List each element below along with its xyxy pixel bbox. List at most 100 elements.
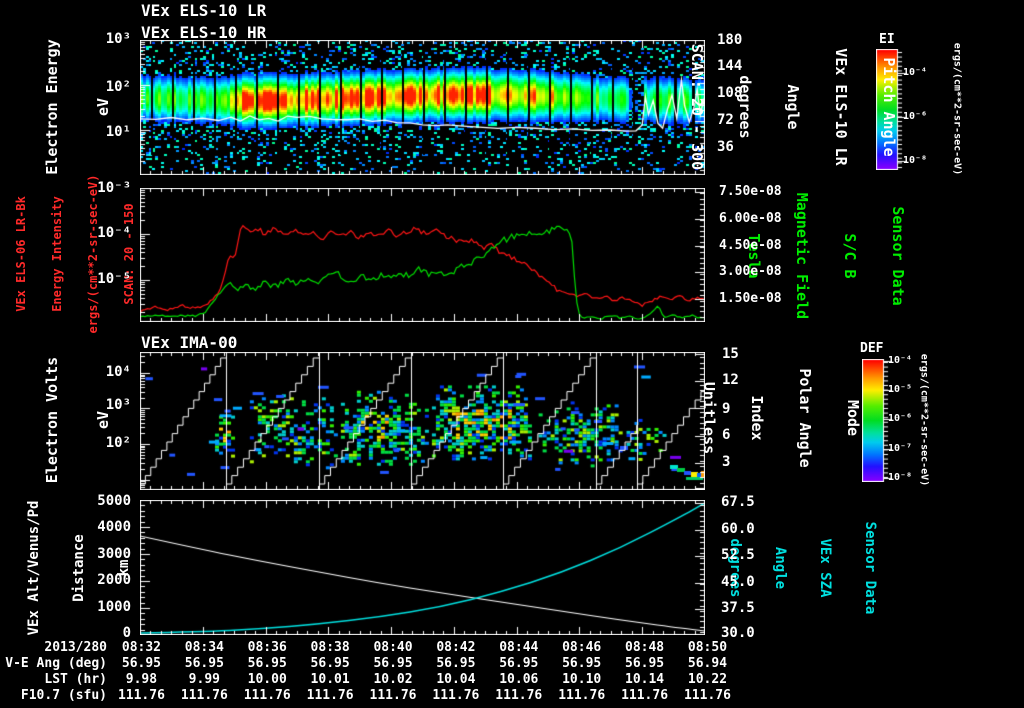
intensity-bfield-canvas <box>140 188 705 322</box>
panel2-left-label-line: ergs/(cm**2-sr-sec-eV) <box>86 174 100 334</box>
axis-tick-label: 10⁻⁶ <box>903 111 928 122</box>
panel2-left-label-line: VEx ELS-06 LR-Bk <box>14 196 28 312</box>
lst-value: 10.02 <box>373 672 413 687</box>
f107-row: 111.76 111.76 111.76 111.76 111.76 111.76 111.… <box>110 689 739 702</box>
ei-colorbar-title: EI <box>879 32 895 47</box>
panel1-title-lr: VEx ELS-10 LR <box>141 1 267 20</box>
axis-tick-label: 10⁴ <box>105 364 131 380</box>
panel2-right-label-line: Magnetic Field <box>793 192 811 320</box>
f107-value: 111.76 <box>683 688 731 703</box>
lst-value: 10.04 <box>436 672 476 687</box>
lst-value: 9.98 <box>125 672 158 687</box>
axis-tick-label: 10² <box>105 435 131 451</box>
panel3-right-label: Mode Polar Angle Index Unitless <box>669 368 893 467</box>
axis-tick-label: 6 <box>722 427 731 443</box>
axis-tick-label: 10⁻⁴ <box>903 67 928 78</box>
axis-tick-label: 10⁻⁴ <box>888 355 913 366</box>
axis-tick-label: 10⁻⁴ <box>97 225 131 241</box>
time-label: 08:36 <box>247 640 287 655</box>
axis-tick-label: 45.0 <box>721 574 755 590</box>
panel1-right-label-line: SCAN: 20 - 300 <box>688 43 706 171</box>
f107-value: 111.76 <box>243 688 291 703</box>
ve-ang-value: 56.94 <box>687 656 728 671</box>
panel4-right-label-line: Sensor Data <box>862 521 878 615</box>
ve-ang-value: 56.95 <box>121 656 162 671</box>
ve-ang-row: 56.95 56.95 56.95 56.95 56.95 56.95 56.95 56.95… <box>110 657 739 670</box>
axis-tick-label: 10¹ <box>105 124 131 140</box>
axis-tick-label: 108 <box>717 85 743 101</box>
ei-colorbar-units: ergs/(cm**2-sr-sec-eV) <box>951 42 963 176</box>
axis-tick-label: 9 <box>722 401 731 417</box>
f107-value: 111.76 <box>495 688 543 703</box>
ve-ang-value: 56.95 <box>247 656 287 671</box>
f107-row-header: F10.7 (sfu) <box>20 688 107 703</box>
ve-ang-value: 56.95 <box>373 656 413 671</box>
panel2-left-label-line: SCAN: 20 - 150 <box>122 203 136 305</box>
axis-tick-label: 15 <box>722 346 739 362</box>
panel4-right-label-line: VEx SZA <box>817 538 833 598</box>
axis-tick-label: 10⁻⁷ <box>888 443 913 454</box>
time-label: 08:32 <box>121 640 162 655</box>
date-row-header: 2013/280 <box>44 640 107 655</box>
panel3-right-label-line: Mode <box>844 399 862 437</box>
axis-tick-label: 3 <box>722 454 731 470</box>
altitude-sza-canvas <box>140 500 705 635</box>
axis-tick-label: 3000 <box>97 546 131 562</box>
f107-value: 111.76 <box>558 688 606 703</box>
axis-tick-label: 10⁻⁵ <box>888 384 913 395</box>
axis-tick-label: 7.50e-08 <box>719 184 782 199</box>
ve-ang-value: 56.95 <box>436 656 476 671</box>
panel2-left-label-line: Energy Intensity <box>50 196 64 312</box>
f107-value: 111.76 <box>369 688 417 703</box>
axis-tick-label: 12 <box>722 372 739 388</box>
axis-tick-label: 10⁻⁵ <box>97 271 131 287</box>
ve-ang-value: 56.95 <box>625 656 665 671</box>
lst-value: 10.00 <box>247 672 287 687</box>
axis-tick-label: 180 <box>717 32 743 48</box>
panel3-title: VEx IMA-00 <box>141 333 238 352</box>
time-label: 08:44 <box>499 640 539 655</box>
lst-value: 10.14 <box>625 672 665 687</box>
time-label: 08:42 <box>436 640 476 655</box>
lst-value: 9.99 <box>188 672 220 687</box>
axis-tick-label: 4.50e-08 <box>719 238 782 253</box>
lst-value: 10.06 <box>499 672 539 687</box>
panel2-right-label-line: Sensor Data <box>889 206 907 306</box>
panel1-ylabel: Electron Energy eV <box>10 39 146 174</box>
time-label: 08:34 <box>184 640 224 655</box>
panel3-right-label-line: Unitless <box>700 381 718 455</box>
panel2-left-label: Sensor Data VEx ELS-06 LR-Bk Energy Inte… <box>0 175 159 334</box>
axis-tick-label: 6.00e-08 <box>719 211 782 226</box>
f107-value: 111.76 <box>180 688 228 703</box>
axis-tick-label: 2000 <box>97 572 131 588</box>
panel3-right-label-line: Index <box>748 395 766 441</box>
axis-tick-label: 37.5 <box>721 600 755 616</box>
panel1-right-label: Pitch Angle VEx ELS-10 LR Angle degrees … <box>657 44 929 170</box>
axis-tick-label: 10³ <box>105 31 131 47</box>
time-label: 08:48 <box>625 640 665 655</box>
f107-value: 111.76 <box>306 688 354 703</box>
axis-tick-label: 52.5 <box>721 547 755 563</box>
panel1-right-label-line: Angle <box>784 84 802 130</box>
panel1-title-hr: VEx ELS-10 HR <box>141 23 267 42</box>
panel3-right-label-line: Polar Angle <box>796 368 814 468</box>
def-colorbar-units: ergs/(cm**2-sr-sec-eV) <box>918 353 930 487</box>
axis-tick-label: 4000 <box>97 519 131 535</box>
axis-tick-label: 5000 <box>97 493 131 509</box>
axis-tick-label: 67.5 <box>721 494 755 510</box>
axis-tick-label: 144 <box>717 58 743 74</box>
axis-tick-label: 10² <box>105 79 131 95</box>
time-label: 08:46 <box>562 640 602 655</box>
axis-tick-label: 10⁻³ <box>97 180 131 196</box>
panel1-right-label-line: VEx ELS-10 LR <box>832 48 850 166</box>
axis-tick-label: 10⁻⁸ <box>903 155 928 166</box>
panel1-ylabel-line: eV <box>94 97 112 117</box>
axis-tick-label: 60.0 <box>721 521 755 537</box>
panel2-right-label-line: S/C B <box>841 233 859 279</box>
ve-ang-row-header: V-E Ang (deg) <box>5 656 107 671</box>
panel1-ylabel-line: Electron Energy <box>43 39 61 175</box>
els-spectrogram-canvas <box>140 40 705 175</box>
axis-tick-label: 3.00e-08 <box>719 264 782 279</box>
panel1-right-label-line: Pitch Angle <box>880 57 898 157</box>
